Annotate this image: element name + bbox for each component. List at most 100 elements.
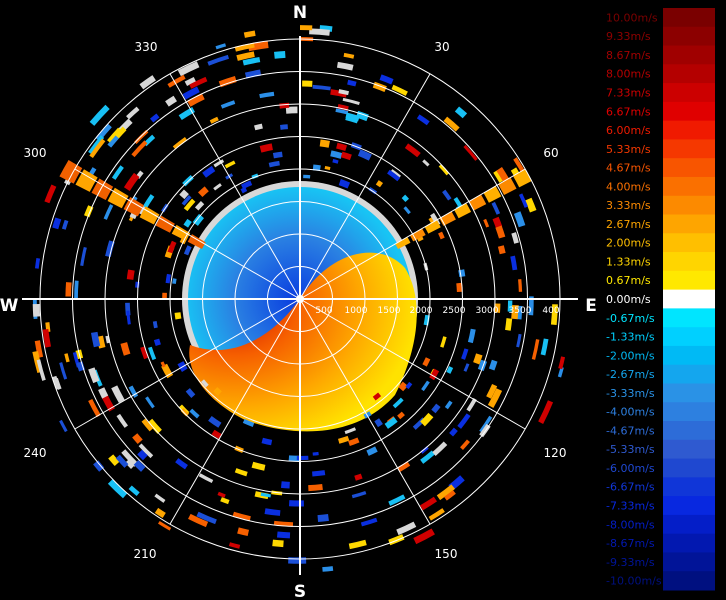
echo-gate [167, 74, 186, 88]
echo-gate [348, 539, 367, 550]
echo-gate [167, 240, 177, 254]
colorbar-swatch [663, 101, 715, 122]
colorbar-label: 6.67m/s [606, 105, 651, 118]
grid-labels: N S E W 30 60 120 150 210 240 300 330 50… [0, 3, 597, 600]
echo-gate [260, 492, 271, 498]
echo-spoke-ne [424, 220, 441, 234]
echo-gate [52, 217, 62, 230]
echo-gate [202, 165, 216, 178]
echo-gate [174, 312, 182, 320]
colorbar-swatch [663, 270, 715, 291]
azimuth-spoke [299, 73, 431, 300]
echo-gate [183, 198, 196, 212]
colorbar-swatch [663, 327, 715, 347]
colorbar-swatch [663, 552, 715, 572]
echo-gate [391, 84, 408, 96]
colorbar-swatch [663, 26, 715, 47]
colorbar-swatch [663, 571, 715, 591]
echo-gate [446, 366, 454, 374]
echo-gate [154, 507, 166, 519]
echo-gate [557, 366, 564, 378]
echo-gate [443, 116, 460, 132]
echo-spoke-nw [123, 197, 144, 217]
echo-gate [421, 380, 430, 392]
echo-gate [207, 54, 230, 66]
colorbar-swatch [663, 383, 715, 403]
echo-gate [34, 340, 44, 358]
range-ring-grid [22, 36, 578, 575]
echo-gate [201, 379, 209, 388]
echo-gate [183, 245, 192, 256]
echo-spoke-nw [171, 224, 191, 241]
echo-gate [372, 81, 387, 92]
echo-gate [123, 172, 140, 192]
echo-gate [147, 418, 162, 434]
echo-gate [528, 296, 534, 316]
echo-gate [404, 143, 421, 158]
echo-gate [511, 232, 519, 244]
compass-west: W [0, 296, 19, 316]
echo-gate [89, 104, 110, 126]
echo-gate [107, 127, 121, 143]
echo-gate [182, 86, 200, 100]
echo-gate [172, 278, 177, 284]
echo-gate [259, 91, 275, 99]
echo-gate [280, 124, 288, 130]
echo-gate [493, 169, 504, 183]
echo-gate [165, 95, 177, 107]
echo-gate [463, 363, 470, 372]
echo-gate [296, 455, 309, 461]
echo-gate [152, 320, 158, 329]
echo-gate [460, 439, 470, 450]
azimuth-label-120: 120 [544, 446, 567, 460]
radar-site-marker [296, 295, 304, 303]
compass-east: E [585, 296, 597, 316]
echo-gate [194, 200, 205, 211]
echo-gate [154, 493, 166, 503]
echo-gate [392, 397, 404, 409]
echo-gate [322, 566, 334, 572]
colorbar-label: 0.00m/s [606, 293, 651, 306]
echo-gate [198, 186, 209, 197]
range-label-2500: 2500 [443, 306, 466, 316]
azimuth-label-30: 30 [434, 40, 449, 54]
echo-gate [449, 427, 458, 437]
echo-gate [261, 437, 273, 446]
echo-spoke-nw [139, 206, 160, 225]
echo-gate [111, 165, 124, 180]
echo-gate [268, 160, 280, 168]
echo-gate [442, 189, 452, 201]
compass-north: N [293, 3, 307, 23]
colorbar-swatch [663, 402, 715, 422]
colorbar-swatch [663, 364, 715, 384]
echo-gate [458, 269, 466, 278]
echo-gate [264, 508, 281, 516]
echo-gate [160, 361, 166, 368]
colorbar-swatch [663, 289, 715, 309]
echo-gate [422, 357, 431, 367]
azimuth-spoke [299, 168, 526, 300]
colorbar-label: 8.67m/s [606, 49, 651, 62]
echo-gate [139, 75, 156, 90]
echo-gate [488, 359, 498, 371]
echo-gate [34, 258, 41, 269]
colorbar-label: 4.67m/s [606, 162, 651, 175]
echo-gate [61, 219, 69, 230]
echo-spoke-nw [75, 169, 98, 192]
echo-gate [403, 206, 411, 215]
echo-gate [74, 280, 79, 299]
echo-gate [491, 201, 501, 215]
azimuth-label-60: 60 [543, 146, 558, 160]
echo-gate [121, 449, 139, 467]
echo-gate [420, 446, 429, 454]
echo-gate [242, 56, 261, 66]
echo-gate [120, 342, 131, 356]
echo-gate [343, 52, 355, 59]
echo-gate [198, 473, 214, 484]
echo-gate [140, 346, 149, 360]
echo-gate [335, 108, 349, 115]
echo-gate [274, 50, 286, 59]
colorbar-swatch [663, 83, 715, 103]
colorbar-label: 10.00m/s [606, 11, 658, 24]
